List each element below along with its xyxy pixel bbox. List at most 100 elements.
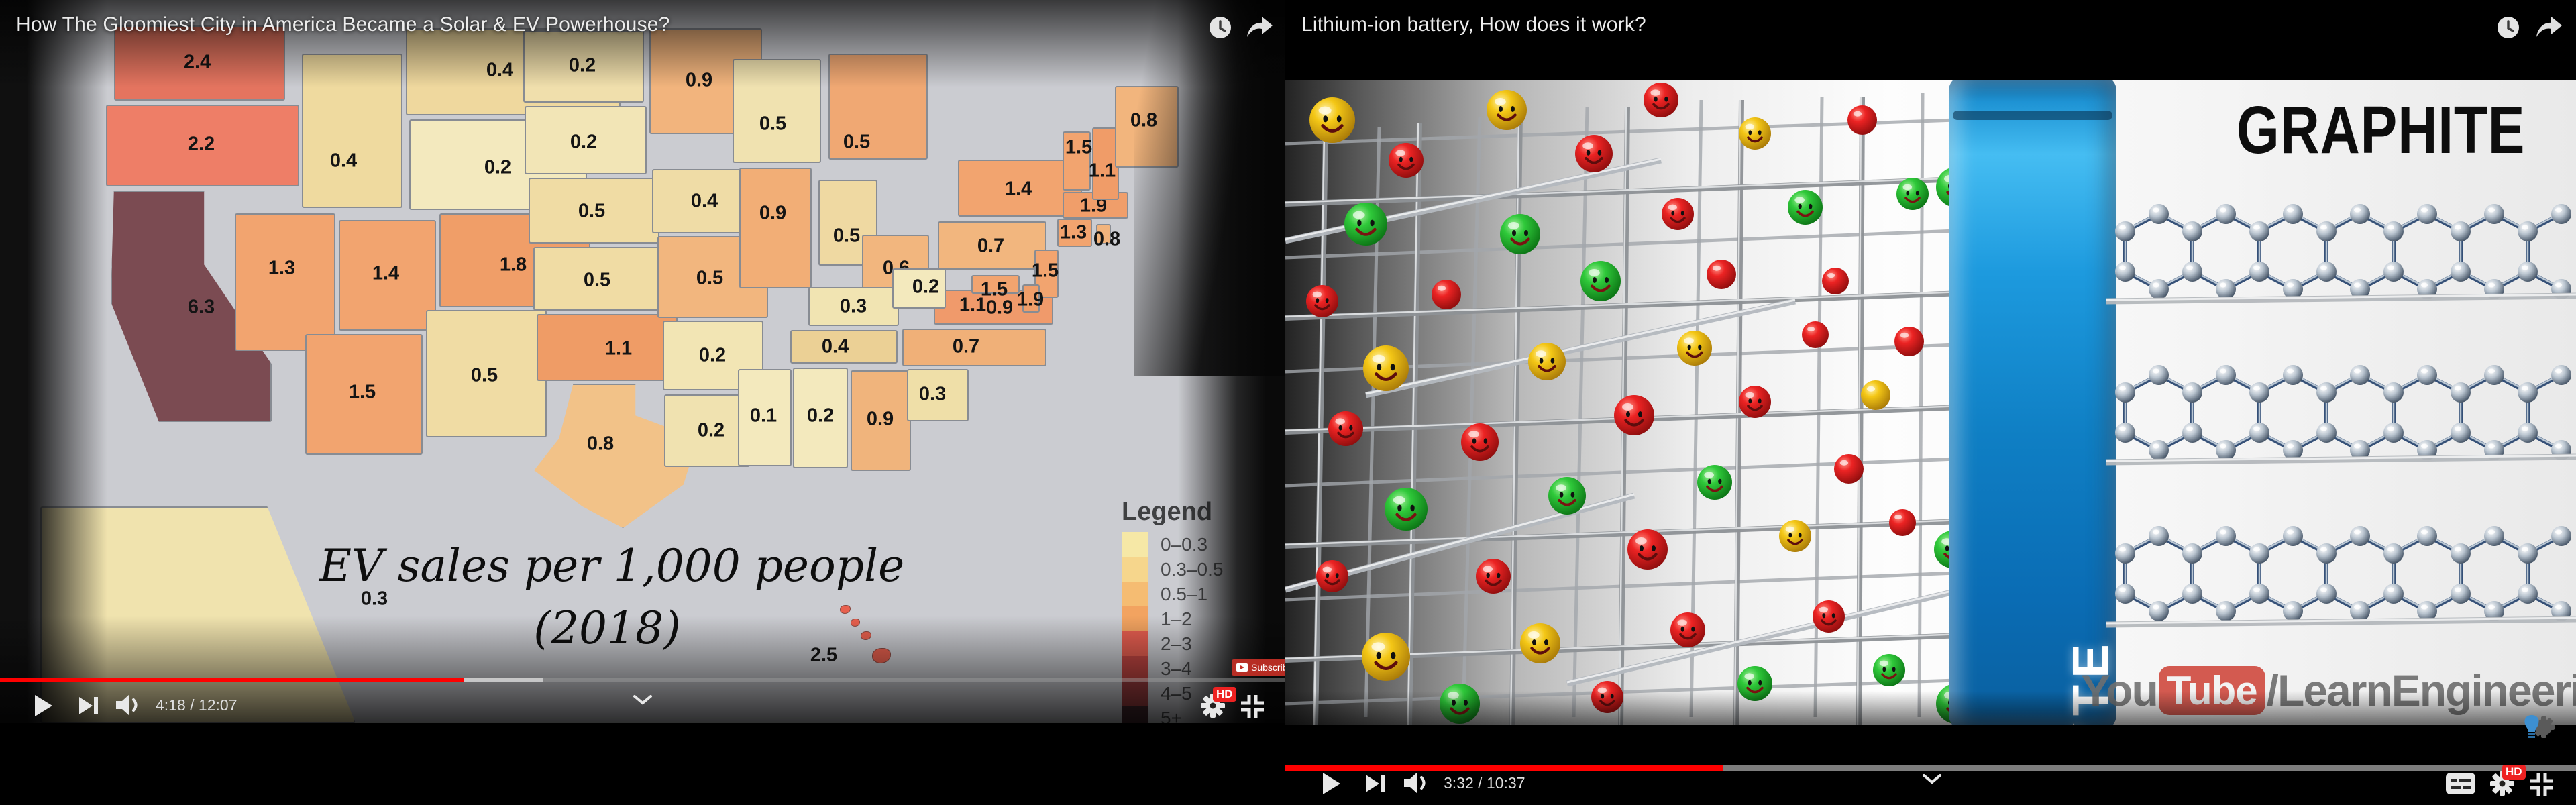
size-toggle-button[interactable]: [1238, 692, 1267, 720]
state-tile-OR: [106, 105, 299, 186]
state-value-TN: 0.4: [821, 335, 849, 358]
legend-swatch: [1122, 557, 1148, 582]
left-progress-bar[interactable]: [0, 678, 1285, 682]
right-video-title[interactable]: Lithium-ion battery, How does it work?: [1301, 13, 1646, 36]
state-value-SC: 0.3: [918, 383, 947, 405]
state-value-NE: 0.5: [578, 200, 606, 222]
electrolyte-bar: ELECTROLYTE: [1949, 80, 2120, 724]
state-tile-IL: [739, 168, 812, 288]
state-value-MD: 1.5: [980, 278, 1008, 301]
state-value-NC: 0.7: [952, 335, 980, 358]
next-icon: [1366, 775, 1385, 792]
play-button[interactable]: [32, 692, 55, 719]
state-tile-KS: [533, 247, 664, 311]
state-value-AZ: 1.5: [348, 381, 376, 403]
state-value-OR: 2.2: [187, 133, 215, 155]
watch-later-button[interactable]: [1208, 15, 1233, 40]
state-tile-SD: [525, 106, 647, 174]
state-value-IA: 0.4: [690, 190, 718, 212]
state-value-AL: 0.2: [806, 405, 835, 427]
state-value-WY: 0.2: [484, 156, 512, 178]
subscribe-label: Subscribe: [1251, 662, 1285, 673]
state-value-NH: 1.1: [1088, 160, 1116, 182]
state-value-NV: 1.3: [268, 257, 296, 279]
map-caption-line1: EV sales per 1,000 people: [319, 540, 905, 592]
share-icon: [1247, 17, 1273, 37]
state-value-IN: 0.5: [833, 225, 861, 247]
state-value-IL: 0.9: [759, 202, 787, 224]
watch-later-button[interactable]: [2496, 15, 2521, 40]
clock-icon: [2498, 17, 2519, 38]
state-value-ID: 0.4: [329, 150, 358, 172]
settings-button[interactable]: HD: [2487, 765, 2526, 798]
chevron-down-icon: [1923, 774, 1941, 784]
state-tile-KY: [808, 287, 899, 326]
right-progress-bar[interactable]: [1285, 765, 2576, 771]
left-time-display: 4:18 / 12:07: [156, 696, 237, 714]
state-value-VT: 1.5: [1065, 136, 1093, 158]
right-time-display: 3:32 / 10:37: [1444, 774, 1525, 792]
subscribe-overlay-button[interactable]: Subscribe: [1232, 659, 1285, 676]
youtube-mini-icon: [1236, 663, 1248, 672]
state-value-OK: 1.1: [604, 337, 633, 360]
state-tile-RI: [1096, 224, 1111, 244]
state-value-KY: 0.3: [839, 295, 867, 317]
state-value-RI: 0.8: [1093, 228, 1121, 250]
next-button[interactable]: [78, 695, 101, 716]
collapse-corners-icon: [2530, 773, 2553, 796]
state-value-WI: 0.5: [759, 113, 787, 135]
state-value-UT: 1.4: [372, 262, 400, 284]
state-value-SD: 0.2: [570, 131, 598, 153]
state-value-MS: 0.1: [749, 405, 777, 427]
share-button[interactable]: [2534, 15, 2564, 39]
hd-quality-badge: HD: [2502, 765, 2526, 780]
right-video-content[interactable]: ELECTROLYTE GRAPHITE You Tube /LearnEngi…: [1285, 80, 2576, 724]
left-video-title[interactable]: How The Gloomiest City in America Became…: [16, 13, 670, 36]
state-value-VA: 1.1: [959, 294, 987, 316]
expand-chevron-button[interactable]: [1919, 770, 1945, 788]
play-button[interactable]: [1320, 770, 1343, 797]
legend-swatch: [1122, 582, 1148, 606]
right-bottom-gradient: [1285, 691, 2576, 724]
chevron-down-icon: [633, 695, 652, 705]
volume-button[interactable]: [115, 694, 144, 716]
channel-logo-icon: [2518, 711, 2559, 748]
graphite-title: GRAPHITE: [2237, 93, 2526, 168]
expand-chevron-button[interactable]: [629, 691, 656, 708]
state-value-TX: 0.8: [586, 433, 614, 455]
state-tile-NV: [235, 213, 335, 351]
state-tile-NM: [426, 310, 547, 437]
state-value-NJ: 1.5: [1031, 260, 1059, 282]
state-tile-DE: [1022, 284, 1040, 313]
subtitles-icon: [2446, 773, 2475, 794]
state-tile-CT: [1057, 219, 1092, 247]
state-value-AR: 0.2: [698, 344, 727, 366]
legend-swatch: [1122, 532, 1148, 557]
state-tile-TN: [790, 330, 898, 364]
share-button[interactable]: [1245, 15, 1275, 39]
play-icon: [35, 695, 52, 716]
state-tile-VT: [1063, 131, 1091, 191]
graphite-sheets: [2106, 204, 2576, 628]
subtitles-button[interactable]: [2445, 771, 2477, 796]
state-tile-HI: [840, 605, 851, 614]
size-toggle-button[interactable]: [2528, 770, 2556, 798]
state-tile-WV: [892, 268, 946, 309]
clock-icon: [1210, 17, 1231, 38]
state-value-WV: 0.2: [912, 276, 940, 298]
collapse-corners-icon: [1241, 695, 1264, 718]
state-tile-OK: [537, 314, 678, 381]
left-video-content[interactable]: 2.42.26.31.30.40.40.21.41.51.80.50.20.20…: [0, 0, 1285, 723]
state-value-DE: 1.9: [1016, 288, 1044, 311]
state-value-GA: 0.9: [866, 408, 894, 430]
state-value-CO: 1.8: [499, 254, 527, 276]
volume-button[interactable]: [1403, 771, 1432, 794]
next-icon: [79, 697, 98, 714]
state-tile-NE: [529, 178, 659, 244]
settings-button[interactable]: HD: [1198, 687, 1236, 720]
state-tile-AZ: [305, 334, 423, 455]
next-button[interactable]: [1364, 773, 1387, 794]
state-tile-NC: [902, 329, 1046, 366]
state-value-PA: 0.7: [977, 235, 1005, 257]
